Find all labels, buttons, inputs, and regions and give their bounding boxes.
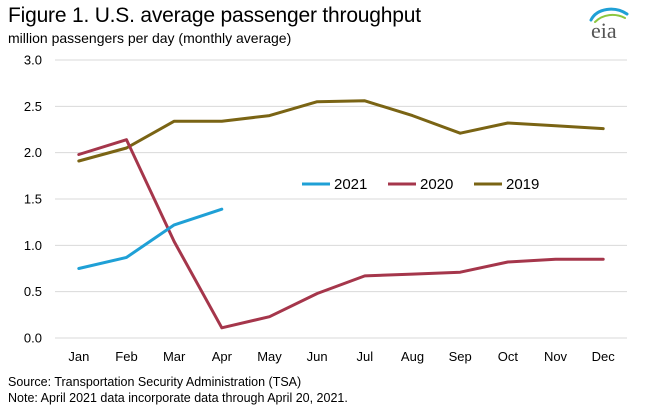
y-tick-label: 2.5: [24, 99, 42, 114]
x-tick-label: Feb: [115, 349, 137, 364]
y-tick-label: 2.0: [24, 145, 42, 160]
chart-title: Figure 1. U.S. average passenger through…: [8, 4, 421, 27]
source-text: Source: Transportation Security Administ…: [8, 375, 302, 389]
x-tick-label: Jul: [357, 349, 374, 364]
x-tick-label: Apr: [212, 349, 233, 364]
y-tick-label: 0.5: [24, 284, 42, 299]
y-tick-label: 3.0: [24, 53, 42, 68]
y-tick-label: 1.5: [24, 192, 42, 207]
x-tick-label: Jan: [68, 349, 89, 364]
legend-label-2019: 2019: [506, 176, 539, 193]
x-axis: Jan Feb Mar Apr May Jun Jul Aug Sep Oct Nov Dec: [68, 349, 615, 364]
y-tick-label: 0.0: [24, 331, 42, 346]
series-line-2019: [77, 99, 605, 163]
x-tick-label: Dec: [592, 349, 616, 364]
y-axis: 0.0 0.5 1.0 1.5 2.0 2.5 3.0: [24, 53, 42, 346]
legend: 2021 2020 2019: [302, 176, 539, 193]
series-line-2020: [77, 138, 605, 330]
series-line-2021: [77, 207, 224, 270]
x-tick-label: May: [257, 349, 282, 364]
plot-grid: [55, 59, 627, 339]
chart-subtitle: million passengers per day (monthly aver…: [8, 30, 292, 46]
x-tick-label: Mar: [163, 349, 186, 364]
legend-label-2021: 2021: [334, 176, 367, 193]
legend-label-2020: 2020: [420, 176, 453, 193]
line-chart: 0.0 0.5 1.0 1.5 2.0 2.5 3.0 Jan Feb Mar Apr May Jun…: [24, 53, 627, 364]
x-tick-label: Nov: [544, 349, 568, 364]
x-tick-label: Sep: [449, 349, 472, 364]
svg-text:eia: eia: [591, 18, 617, 42]
x-tick-label: Oct: [498, 349, 519, 364]
y-tick-label: 1.0: [24, 238, 42, 253]
series-lines: [77, 99, 605, 330]
eia-logo: eia: [585, 6, 633, 43]
note-text: Note: April 2021 data incorporate data t…: [8, 391, 348, 405]
x-tick-label: Aug: [401, 349, 424, 364]
x-tick-label: Jun: [307, 349, 328, 364]
